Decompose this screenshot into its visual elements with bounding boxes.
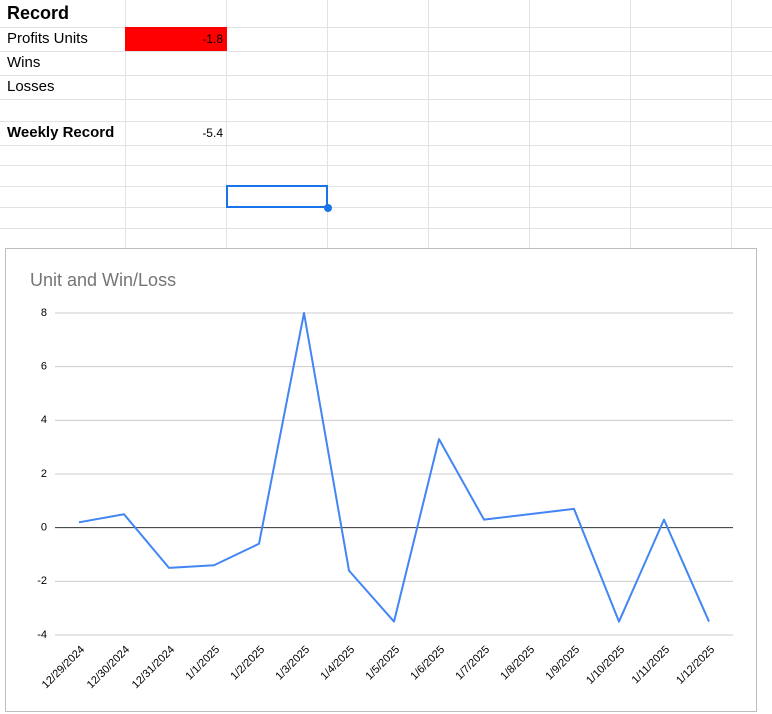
highlighted-cell — [125, 27, 227, 51]
y-tick-label: -2 — [37, 575, 47, 587]
row-label: Losses — [7, 78, 55, 95]
y-tick-label: 6 — [41, 361, 47, 373]
y-tick-label: 2 — [41, 468, 47, 480]
fill-handle[interactable] — [324, 204, 332, 212]
selected-cell[interactable] — [226, 185, 328, 208]
row-label: Profits Units — [7, 30, 88, 47]
chart-title: Unit and Win/Loss — [30, 270, 176, 290]
sheet-grid — [0, 0, 772, 248]
chart-frame[interactable] — [5, 248, 757, 712]
y-tick-label: 4 — [41, 414, 47, 426]
cell-value: -5.4 — [202, 126, 223, 140]
cell-value: -1.8 — [202, 32, 223, 46]
row-label: Weekly Record — [7, 124, 114, 141]
sheet-title: Record — [7, 3, 69, 23]
y-tick-label: 8 — [41, 307, 47, 319]
y-tick-label: 0 — [41, 522, 47, 534]
data-line — [78, 312, 710, 623]
y-tick-label: -4 — [37, 629, 47, 641]
row-label: Wins — [7, 54, 40, 71]
